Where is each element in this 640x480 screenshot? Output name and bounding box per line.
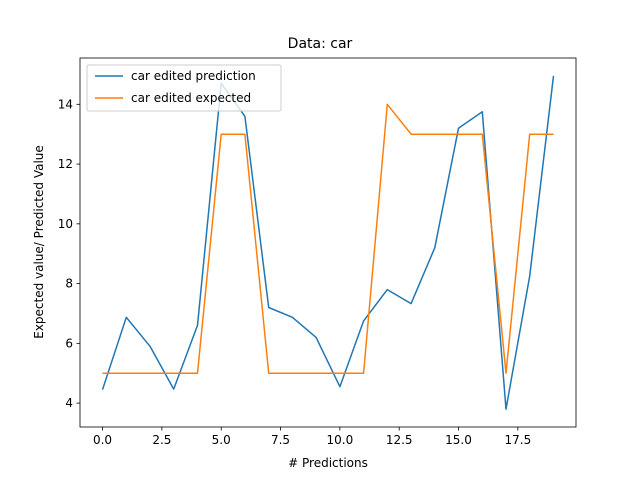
legend-box [86, 64, 282, 112]
y-tick-label: 6 [65, 336, 73, 350]
y-axis-label: Expected value/ Predicted Value [32, 145, 46, 339]
legend-label-1: car edited expected [131, 91, 251, 105]
chart-title: Data: car [288, 36, 353, 52]
y-tick-label: 8 [65, 277, 73, 291]
y-tick-label: 4 [65, 396, 73, 410]
series-line-0 [101, 75, 555, 410]
y-tick-label: 10 [58, 217, 73, 231]
x-tick-label: 2.5 [152, 433, 171, 447]
x-tick-label: 10.0 [327, 433, 354, 447]
x-tick-label: 12.5 [386, 433, 413, 447]
plot-area: 0.0 2.5 5.0 7.5 10.0 12.5 15.0 17.5 4 6 8 10 12 14 [58, 57, 577, 447]
x-axis-label: # Predictions [288, 456, 368, 470]
series-line-1 [102, 103, 554, 374]
y-tick-label: 14 [58, 97, 73, 111]
y-tick-label: 12 [58, 157, 73, 171]
x-tick-label: 0.0 [93, 433, 112, 447]
legend: car edited prediction car edited expected [86, 64, 282, 112]
axes-frame [79, 57, 577, 428]
x-tick-label: 15.0 [445, 433, 472, 447]
legend-label-0: car edited prediction [131, 69, 256, 83]
x-tick-label: 7.5 [271, 433, 290, 447]
x-tick-label: 5.0 [212, 433, 231, 447]
x-tick-label: 17.5 [504, 433, 531, 447]
